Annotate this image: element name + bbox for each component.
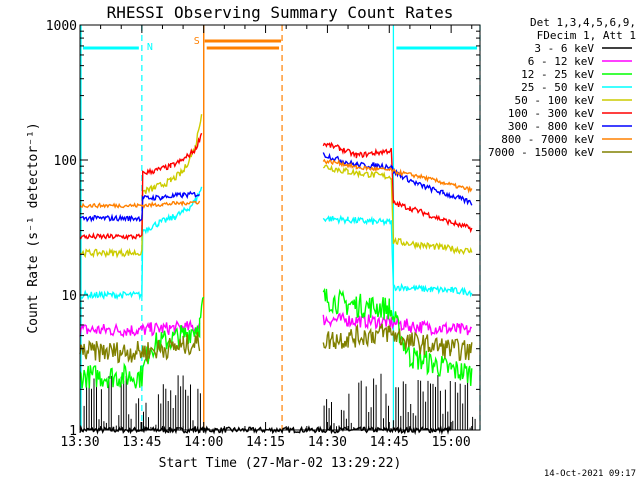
- x-tick-label: 13:45: [122, 435, 161, 450]
- legend-entry-label: 6 - 12 keV: [528, 55, 595, 68]
- legend-entry-label: 800 - 7000 keV: [501, 133, 594, 146]
- legend-header-line-2: FDecim 1, Att 1: [537, 29, 636, 42]
- series-12-25-kev: [79, 287, 473, 389]
- y-tick-label: 10: [61, 289, 77, 304]
- series-line: [322, 158, 473, 194]
- interval-label: S: [194, 36, 200, 47]
- series-300-800-kev: [79, 152, 473, 223]
- y-tick-label: 100: [54, 154, 77, 169]
- series-layer: [79, 114, 476, 436]
- axes-layer: 13:30 13:45 14:00 14:15 14:30 14:45 15:00 1 10 10…: [46, 19, 480, 450]
- legend: Det 1,3,4,5,6,9, FDecim 1, Att 1 3 - 6 k…: [488, 16, 636, 159]
- chart-title: RHESSI Observing Summary Count Rates: [107, 3, 454, 22]
- series-line: [322, 287, 473, 386]
- y-tick-label: 1: [69, 424, 77, 439]
- series-6-12-kev: [79, 311, 473, 338]
- x-tick-label: 14:30: [308, 435, 347, 450]
- legend-header-line-1: Det 1,3,4,5,6,9,: [530, 16, 636, 29]
- x-tick-label: 14:00: [184, 435, 223, 450]
- legend-entry-label: 25 - 50 keV: [521, 81, 594, 94]
- legend-entry-label: 12 - 25 keV: [521, 68, 594, 81]
- series-7000-15000-kev: [79, 323, 473, 364]
- legend-entry-label: 300 - 800 keV: [508, 120, 594, 133]
- series-line: [79, 186, 203, 301]
- interval-label: N: [147, 42, 153, 53]
- series-line: [322, 164, 473, 256]
- x-tick-label: 14:45: [370, 435, 409, 450]
- series-line: [322, 152, 473, 206]
- legend-entry-label: 50 - 100 keV: [515, 94, 595, 107]
- series-line: [79, 200, 201, 209]
- legend-entry-label: 7000 - 15000 keV: [488, 146, 594, 159]
- footer-timestamp: 14-Oct-2021 09:17: [544, 469, 636, 479]
- series-line: [322, 323, 473, 362]
- series-800-7000-kev: [79, 158, 473, 209]
- legend-entry-label: 100 - 300 keV: [508, 107, 594, 120]
- legend-entry-label: 3 - 6 keV: [534, 42, 594, 55]
- plot-frame: [79, 24, 481, 431]
- series-line: [79, 332, 201, 364]
- series-line: [322, 141, 473, 234]
- y-axis-title: Count Rate (s⁻¹ detector⁻¹): [26, 122, 41, 333]
- x-axis-title: Start Time (27-Mar-02 13:29:22): [159, 456, 402, 471]
- x-tick-label: 15:00: [432, 435, 471, 450]
- series-line: [322, 214, 473, 298]
- x-tick-label: 13:30: [60, 435, 99, 450]
- x-tick-label: 14:15: [246, 435, 285, 450]
- y-tick-label: 1000: [46, 19, 77, 34]
- series-100-300-kev: [79, 132, 473, 241]
- series-line: [79, 296, 205, 389]
- series-line: [79, 190, 201, 223]
- series-line: [79, 132, 203, 241]
